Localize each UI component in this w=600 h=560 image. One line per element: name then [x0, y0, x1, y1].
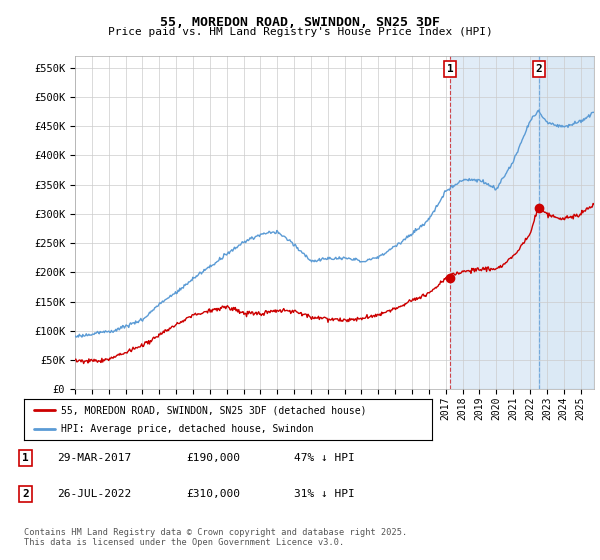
Text: 26-JUL-2022: 26-JUL-2022 [57, 489, 131, 499]
Text: £190,000: £190,000 [186, 453, 240, 463]
Text: 47% ↓ HPI: 47% ↓ HPI [294, 453, 355, 463]
Text: 2: 2 [536, 64, 542, 74]
Text: 1: 1 [22, 453, 29, 463]
Text: 2: 2 [22, 489, 29, 499]
Text: 29-MAR-2017: 29-MAR-2017 [57, 453, 131, 463]
Text: HPI: Average price, detached house, Swindon: HPI: Average price, detached house, Swin… [61, 424, 313, 433]
Text: 31% ↓ HPI: 31% ↓ HPI [294, 489, 355, 499]
Text: Price paid vs. HM Land Registry's House Price Index (HPI): Price paid vs. HM Land Registry's House … [107, 27, 493, 37]
Text: £310,000: £310,000 [186, 489, 240, 499]
Text: 55, MOREDON ROAD, SWINDON, SN25 3DF: 55, MOREDON ROAD, SWINDON, SN25 3DF [160, 16, 440, 29]
Text: 1: 1 [446, 64, 454, 74]
Text: Contains HM Land Registry data © Crown copyright and database right 2025.
This d: Contains HM Land Registry data © Crown c… [24, 528, 407, 547]
Bar [450, 56, 539, 389]
Text: 55, MOREDON ROAD, SWINDON, SN25 3DF (detached house): 55, MOREDON ROAD, SWINDON, SN25 3DF (det… [61, 405, 366, 415]
Bar [539, 56, 594, 389]
